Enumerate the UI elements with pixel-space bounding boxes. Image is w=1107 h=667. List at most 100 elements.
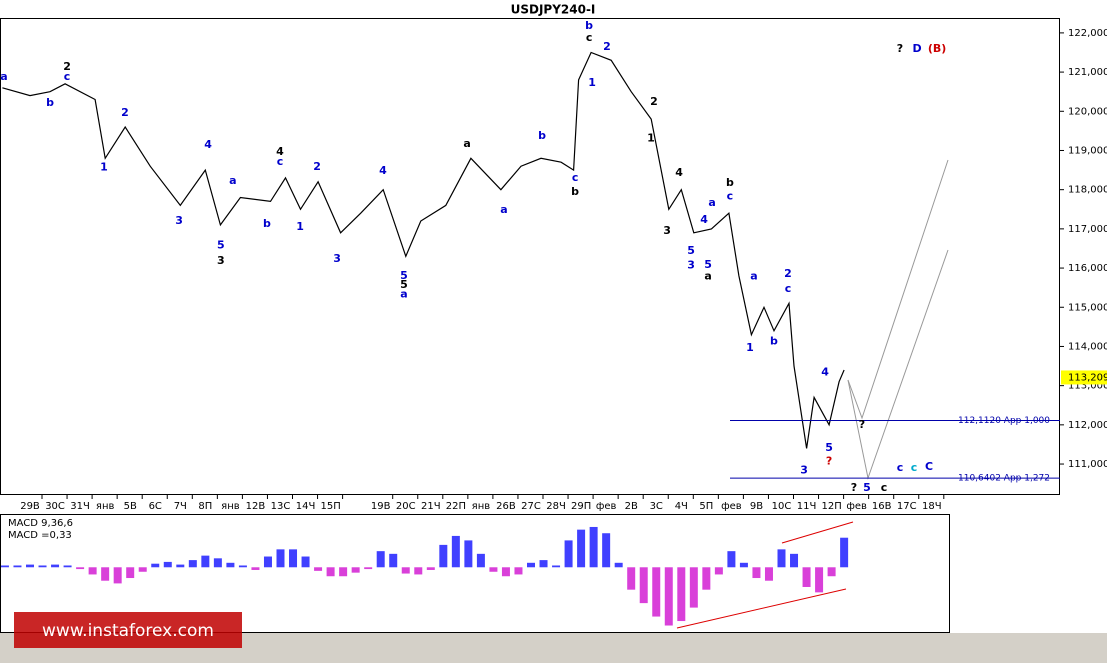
- level-label: 110,6402 App 1,272: [958, 474, 1050, 484]
- x-tick-label: 15П: [320, 501, 340, 512]
- wave-label: 3: [687, 259, 695, 272]
- wave-label: ?: [826, 455, 832, 468]
- macd-bar: [840, 537, 849, 568]
- macd-label: MACD 9,36,6: [8, 518, 73, 529]
- x-tick-label: янв: [221, 501, 240, 512]
- x-tick-label: 30С: [45, 501, 65, 512]
- macd-bar: [827, 567, 836, 577]
- x-tick-label: 12В: [246, 501, 266, 512]
- macd-bar: [213, 558, 222, 568]
- wave-label: 2: [650, 95, 658, 108]
- y-tick-label: 118,000: [1068, 185, 1107, 196]
- macd-bar: [151, 563, 160, 568]
- macd-bar: [339, 567, 348, 577]
- y-tick-label: 114,000: [1068, 341, 1107, 352]
- wave-label: b: [726, 176, 734, 189]
- x-tick-label: 2В: [625, 501, 638, 512]
- macd-bar: [314, 567, 323, 571]
- wave-label: a: [500, 203, 507, 216]
- macd-bar: [739, 562, 748, 568]
- wave-label: b: [571, 185, 579, 198]
- macd-bar: [790, 553, 799, 568]
- x-tick-label: 19В: [371, 501, 391, 512]
- wave-label: c: [586, 31, 593, 44]
- macd-bar: [527, 562, 535, 568]
- wave-label: 5: [863, 481, 871, 494]
- macd-bar: [176, 564, 185, 568]
- macd-bar: [589, 526, 598, 568]
- wave-label: 3: [663, 224, 671, 237]
- wave-label: D: [912, 42, 921, 55]
- wave-label: b: [585, 19, 593, 32]
- macd-bar: [376, 551, 385, 568]
- x-tick-label: 17С: [897, 501, 917, 512]
- wave-label: 5: [217, 239, 225, 252]
- wave-label: c: [727, 190, 734, 203]
- x-tick-label: 3С: [650, 501, 663, 512]
- wave-label: c: [277, 155, 284, 168]
- macd-axis-area: [950, 515, 1107, 633]
- trend-line: [781, 521, 854, 544]
- wave-label: a: [400, 288, 407, 301]
- macd-bar: [501, 567, 510, 577]
- x-tick-label: фев: [721, 501, 742, 512]
- macd-bar: [188, 560, 197, 568]
- macd-bar: [602, 533, 611, 568]
- wave-label: 4: [700, 213, 708, 226]
- wave-label: c: [64, 70, 71, 83]
- y-tick-label: 122,000: [1068, 28, 1107, 39]
- macd-bar: [126, 567, 135, 579]
- last-price-box: [1061, 370, 1107, 385]
- x-tick-label: 5В: [124, 501, 137, 512]
- wave-label: 2: [121, 106, 129, 119]
- projection: [847, 159, 949, 420]
- wave-label: c: [785, 282, 792, 295]
- wave-label: 3: [333, 252, 341, 265]
- watermark: www.instaforex.com: [42, 621, 214, 641]
- wave-label: a: [750, 270, 757, 283]
- y-tick-label: 121,000: [1068, 67, 1107, 78]
- macd-bar: [301, 556, 310, 568]
- x-tick-label: 8П: [198, 501, 212, 512]
- wave-label: ?: [897, 42, 903, 55]
- macd-bar: [627, 567, 636, 590]
- wave-label: 5: [687, 244, 695, 257]
- wave-label: 1: [746, 341, 754, 354]
- macd-bar: [326, 567, 335, 577]
- macd-bar: [138, 567, 147, 572]
- wave-label: 2: [784, 267, 792, 280]
- macd-bar: [251, 567, 260, 570]
- wave-label: 5: [400, 269, 408, 282]
- macd-bar: [0, 565, 9, 568]
- wave-label: 1: [588, 76, 596, 89]
- wave-label: 1: [100, 161, 108, 174]
- macd-bar: [539, 560, 548, 568]
- wave-label: 4: [821, 366, 829, 379]
- macd-bar: [451, 535, 460, 568]
- wave-label: C: [925, 460, 933, 473]
- macd-bar: [401, 567, 410, 574]
- x-tick-label: 29В: [20, 501, 40, 512]
- x-tick-label: 31Ч: [70, 501, 90, 512]
- macd-bar: [552, 565, 561, 568]
- wave-label: 3: [217, 254, 225, 267]
- macd-bar: [426, 567, 435, 570]
- wave-label: 1: [296, 220, 304, 233]
- macd-bar: [714, 567, 723, 575]
- wave-label: ?: [851, 481, 857, 494]
- x-tick-label: 5П: [699, 501, 713, 512]
- y-tick-label: 115,000: [1068, 302, 1107, 313]
- macd-bar: [476, 553, 485, 568]
- wave-label: c: [881, 481, 888, 494]
- y-tick-label: 117,000: [1068, 224, 1107, 235]
- macd-bar: [764, 567, 773, 581]
- macd-bar: [689, 567, 698, 608]
- wave-label: 1: [647, 132, 655, 145]
- x-tick-label: 22П: [446, 501, 466, 512]
- wave-label: a: [229, 174, 236, 187]
- macd-bar: [238, 565, 247, 568]
- macd-bar: [389, 553, 398, 568]
- wave-label: 4: [276, 145, 284, 158]
